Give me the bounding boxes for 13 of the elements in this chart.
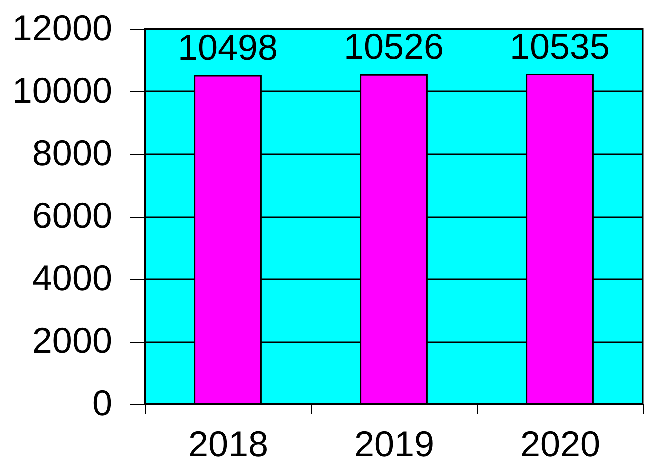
y-tick-label: 10000: [12, 70, 112, 111]
y-tick-label: 12000: [12, 8, 112, 48]
y-tick-label: 0: [92, 382, 112, 424]
x-tick-label: 2018: [188, 424, 269, 464]
y-tick-label: 4000: [32, 258, 112, 298]
data-label: 10535: [510, 26, 610, 67]
data-label: 10526: [344, 26, 444, 68]
data-label: 10498: [178, 26, 278, 68]
x-tick-label: 2019: [354, 424, 435, 464]
y-tick-label: 2000: [32, 320, 112, 361]
y-tick-label: 6000: [32, 195, 112, 236]
y-tick-label: 8000: [32, 132, 112, 174]
x-tick-label: 2020: [520, 424, 601, 464]
